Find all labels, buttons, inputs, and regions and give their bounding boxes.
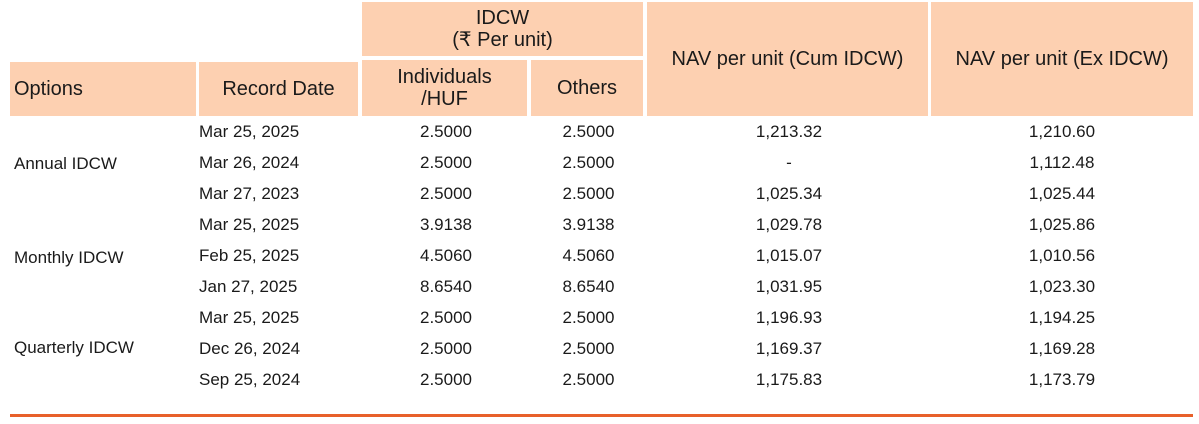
option-label-annual: Annual IDCW xyxy=(14,154,117,173)
individuals-cell: 2.5000 xyxy=(420,339,472,358)
header-nav-cum: NAV per unit (Cum IDCW) xyxy=(647,2,928,116)
header-record-date-label: Record Date xyxy=(222,78,335,100)
others-cell: 2.5000 xyxy=(562,184,615,203)
header-nav-ex-label: NAV per unit (Ex IDCW) xyxy=(955,48,1169,70)
others-cell: 8.6540 xyxy=(562,277,615,296)
header-others-label: Others xyxy=(556,77,618,99)
record-date-cell: Mar 25, 2025 xyxy=(199,122,300,141)
header-options: Options xyxy=(10,62,196,116)
nav-cum-cell: 1,196.93 xyxy=(755,308,823,327)
individuals-cell: 4.5060 xyxy=(420,246,472,265)
individuals-cell: 2.5000 xyxy=(420,153,472,172)
record-date-cell: Jan 27, 2025 xyxy=(199,277,298,296)
header-individuals-line1: Individuals xyxy=(397,66,492,88)
record-date-cell: Mar 25, 2025 xyxy=(199,215,300,234)
header-individuals: Individuals /HUF xyxy=(362,60,527,116)
nav-cum-cell: 1,169.37 xyxy=(755,339,823,358)
header-idcw-group: IDCW (₹ Per unit) xyxy=(362,2,643,56)
nav-ex-cell: 1,025.86 xyxy=(1028,215,1096,234)
others-cell: 3.9138 xyxy=(562,215,615,234)
individuals-cell: 2.5000 xyxy=(420,184,472,203)
record-date-cell: Dec 26, 2024 xyxy=(199,339,301,358)
nav-cum-cell: 1,031.95 xyxy=(755,277,823,296)
others-cell: 4.5060 xyxy=(562,246,615,265)
nav-ex-cell: 1,025.44 xyxy=(1028,184,1096,203)
nav-cum-cell: 1,025.34 xyxy=(755,184,823,203)
header-nav-cum-label: NAV per unit (Cum IDCW) xyxy=(671,48,904,70)
nav-cum-cell: 1,213.32 xyxy=(755,122,823,141)
header-others: Others xyxy=(531,60,643,116)
individuals-cell: 2.5000 xyxy=(420,370,472,389)
record-date-cell: Feb 25, 2025 xyxy=(199,246,300,265)
nav-ex-cell: 1,173.79 xyxy=(1028,370,1096,389)
nav-ex-cell: 1,023.30 xyxy=(1028,277,1096,296)
others-cell: 2.5000 xyxy=(562,122,615,141)
nav-cum-cell: 1,029.78 xyxy=(755,215,823,234)
option-label-monthly: Monthly IDCW xyxy=(14,248,124,267)
header-idcw-label: IDCW xyxy=(475,7,530,29)
header-individuals-line2: /HUF xyxy=(421,88,468,110)
individuals-cell: 2.5000 xyxy=(420,122,472,141)
individuals-cell: 8.6540 xyxy=(420,277,472,296)
others-cell: 2.5000 xyxy=(562,370,615,389)
nav-cum-cell: 1,015.07 xyxy=(755,246,823,265)
nav-ex-cell: 1,194.25 xyxy=(1028,308,1096,327)
record-date-cell: Mar 26, 2024 xyxy=(199,153,300,172)
record-date-cell: Sep 25, 2024 xyxy=(199,370,301,389)
option-label-quarterly: Quarterly IDCW xyxy=(14,338,134,357)
record-date-cell: Mar 27, 2023 xyxy=(199,184,300,203)
nav-cum-cell: - xyxy=(786,153,792,172)
others-cell: 2.5000 xyxy=(562,153,615,172)
nav-ex-cell: 1,112.48 xyxy=(1029,153,1095,172)
others-cell: 2.5000 xyxy=(562,308,615,327)
header-record-date: Record Date xyxy=(199,62,358,116)
bottom-rule xyxy=(10,414,1193,417)
nav-ex-cell: 1,010.56 xyxy=(1028,246,1096,265)
record-date-cell: Mar 25, 2025 xyxy=(199,308,300,327)
nav-ex-cell: 1,210.60 xyxy=(1028,122,1096,141)
others-cell: 2.5000 xyxy=(562,339,615,358)
individuals-cell: 2.5000 xyxy=(420,308,472,327)
nav-cum-cell: 1,175.83 xyxy=(755,370,823,389)
header-options-label: Options xyxy=(14,78,83,100)
individuals-cell: 3.9138 xyxy=(420,215,472,234)
header-idcw-unit: (₹ Per unit) xyxy=(452,29,553,51)
nav-ex-cell: 1,169.28 xyxy=(1028,339,1096,358)
header-nav-ex: NAV per unit (Ex IDCW) xyxy=(931,2,1193,116)
